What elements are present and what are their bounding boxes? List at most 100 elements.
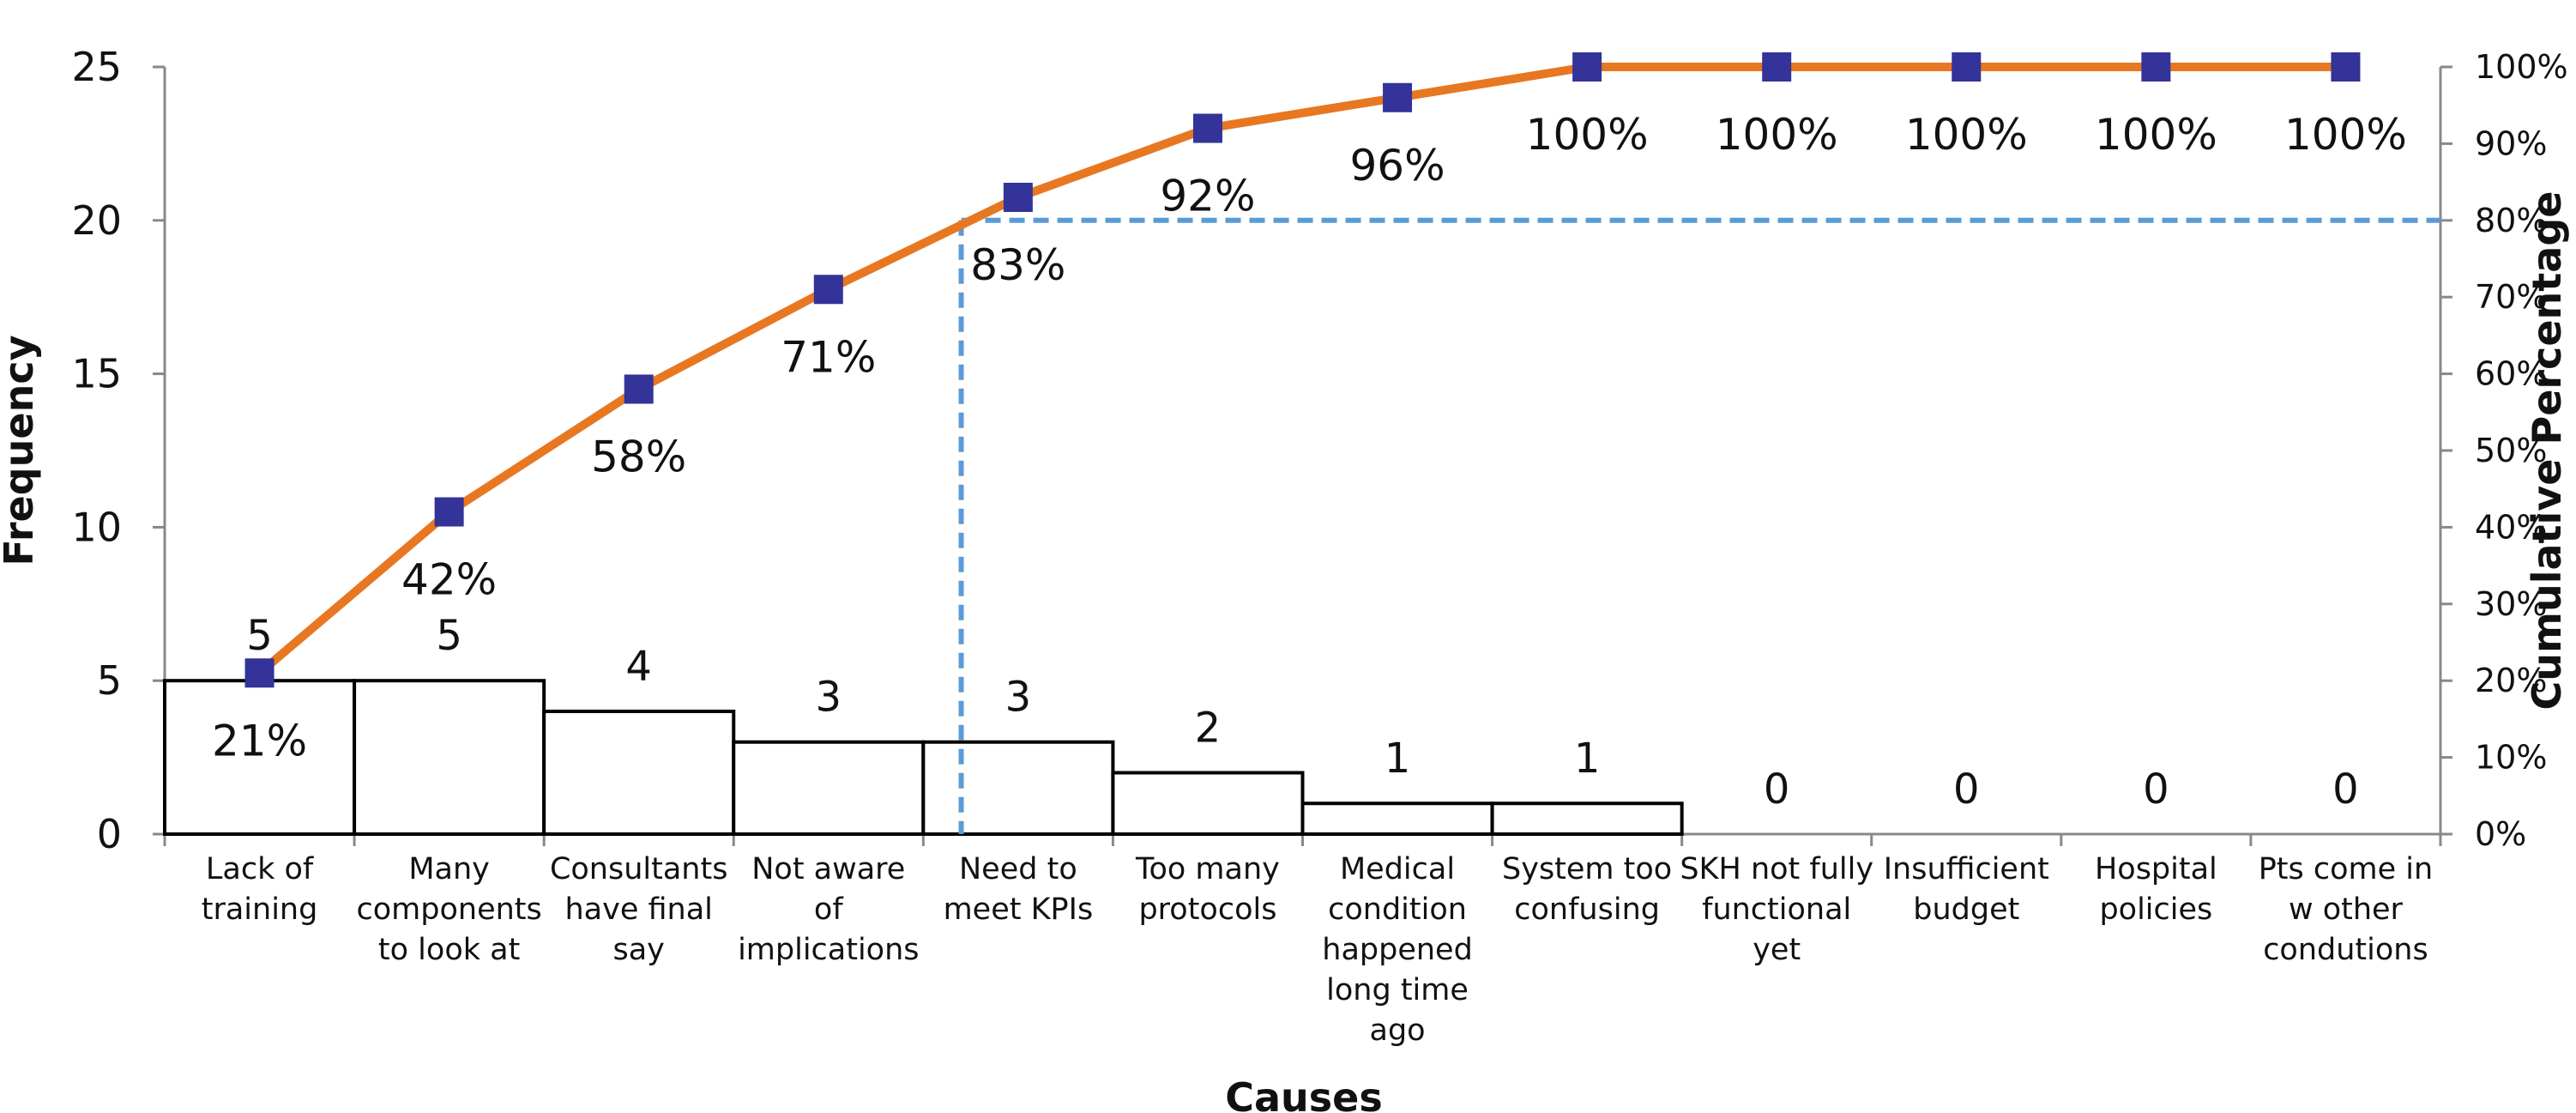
y-axis-title: Frequency: [0, 335, 42, 566]
x-category-label-line: say: [613, 933, 665, 967]
labels-layer: 5 5 4 3 3 2 1 1 0 0 0 0 21% 42% 58% 71% 83% 92% 96% 100% 100…: [212, 110, 2407, 814]
frequency-bar: [1111, 771, 1305, 836]
x-category-label-line: to look at: [378, 933, 520, 967]
bar-value-label: 0: [1764, 765, 1790, 814]
cumulative-point-marker: [434, 497, 464, 527]
x-category-label-line: Many: [408, 852, 490, 886]
y2-tick-label: 40%: [2475, 508, 2547, 546]
bar-value-label: 0: [1953, 765, 1980, 814]
x-category-label-line: Need to: [959, 852, 1077, 886]
cumulative-point-marker: [2141, 52, 2171, 82]
x-category-label-line: training: [202, 892, 318, 927]
axes-layer: 05101520250%10%20%30%40%50%60%70%80%90%1…: [71, 44, 2567, 1048]
x-category-label: Too many protocols: [1135, 852, 1280, 927]
y2-tick-label: 10%: [2475, 739, 2547, 777]
cumulative-line: [256, 63, 2346, 677]
cumulative-percent-label: 71%: [781, 332, 876, 382]
cumulative-percent-label: 96%: [1349, 141, 1445, 191]
cumulative-percent-label: 100%: [1905, 110, 2028, 160]
x-category-label-line: budget: [1913, 892, 2019, 927]
cumulative-percent-label: 58%: [591, 432, 686, 481]
y2-tick-label: 50%: [2475, 432, 2547, 469]
y2-tick-label: 100%: [2475, 48, 2568, 86]
cumulative-point-marker: [624, 374, 654, 404]
x-category-label-line: Insufficient: [1884, 852, 2049, 886]
threshold-layer: [958, 217, 2440, 834]
x-category-label-line: Not aware: [751, 852, 905, 886]
x-category-label-line: Pts come in: [2259, 852, 2434, 886]
x-axis-title: Causes: [1225, 1074, 1383, 1113]
x-category-label-line: components: [357, 892, 542, 927]
y2-tick-label: 0%: [2475, 815, 2526, 853]
x-category-label-line: Lack of: [206, 852, 314, 886]
x-category-label-line: SKH not fully: [1680, 852, 1873, 886]
bar-value-label: 4: [625, 643, 652, 691]
x-category-label: Medical condition happened long time ago: [1322, 852, 1473, 1048]
x-category-label-line: of: [814, 892, 843, 927]
x-category-label-line: have final: [565, 892, 713, 927]
frequency-bar: [732, 740, 926, 836]
x-category-label-line: yet: [1753, 933, 1801, 967]
bar-value-label: 3: [816, 674, 842, 722]
bar-value-label: 5: [436, 612, 462, 660]
x-category-label-line: System too: [1502, 852, 1672, 886]
x-category-label: Many components to look at: [357, 852, 542, 967]
bar-value-label: 1: [1385, 735, 1411, 783]
x-category-label-line: policies: [2099, 892, 2212, 927]
cumulative-point-marker: [1003, 182, 1033, 212]
frequency-bar: [921, 740, 1115, 836]
frequency-bar: [353, 679, 546, 837]
y2-tick-label: 30%: [2475, 585, 2547, 623]
x-category-label-line: protocols: [1138, 892, 1276, 927]
frequency-bar: [1300, 801, 1494, 836]
x-category-label-line: long time: [1326, 973, 1469, 1007]
y-tick-label: 20: [71, 197, 122, 244]
x-category-label-line: ago: [1370, 1013, 1426, 1048]
cumulative-percent-label: 92%: [1160, 172, 1255, 221]
x-category-label: Need to meet KPIs: [944, 852, 1094, 927]
y2-tick-label: 20%: [2475, 662, 2547, 699]
x-category-label: Consultants have final say: [550, 852, 728, 967]
y-tick-label: 25: [71, 44, 122, 90]
y2-axis-title: Cumulative Percentage: [2524, 191, 2570, 711]
cumulative-point-marker: [1952, 52, 1982, 82]
x-category-label-line: Medical: [1340, 852, 1455, 886]
cumulative-point-marker: [1192, 113, 1222, 143]
bar-value-label: 0: [2332, 765, 2359, 814]
y-tick-label: 5: [97, 657, 122, 704]
x-category-label-line: condition: [1328, 892, 1467, 927]
x-category-label: Insufficient budget: [1884, 852, 2049, 927]
cumulative-point-marker: [1572, 52, 1602, 82]
x-category-label-line: functional: [1702, 892, 1851, 927]
x-category-label-line: condutions: [2263, 933, 2428, 967]
x-category-label-line: happened: [1322, 933, 1473, 967]
x-category-label-line: Too many: [1135, 852, 1280, 886]
cumulative-percent-label: 21%: [212, 716, 307, 765]
x-category-label-line: implications: [738, 933, 919, 967]
cumulative-percent-label: 100%: [1526, 110, 1649, 160]
x-category-label: Lack of training: [202, 852, 318, 927]
cumulative-point-marker: [244, 658, 274, 688]
y-tick-label: 0: [97, 811, 122, 857]
cumulative-percent-label: 100%: [2284, 110, 2407, 160]
bar-value-label: 3: [1005, 674, 1032, 722]
x-category-label: SKH not fully functional yet: [1680, 852, 1873, 967]
frequency-bar: [1490, 801, 1684, 836]
x-category-label-line: Consultants: [550, 852, 728, 886]
cumulative-point-marker: [1762, 52, 1792, 82]
bar-value-label: 1: [1574, 735, 1601, 783]
y2-tick-label: 80%: [2475, 202, 2547, 239]
bar-value-label: 5: [246, 612, 273, 660]
cumulative-percent-label: 83%: [970, 240, 1065, 290]
y-tick-label: 10: [71, 504, 122, 550]
cumulative-point-marker: [2331, 52, 2361, 82]
y2-tick-label: 90%: [2475, 124, 2547, 162]
bars-layer: [163, 679, 1684, 837]
x-category-label-line: meet KPIs: [944, 892, 1094, 927]
y2-tick-label: 60%: [2475, 355, 2547, 393]
x-category-label: System too confusing: [1502, 852, 1672, 927]
cumulative-percent-label: 100%: [2095, 110, 2217, 160]
x-category-label-line: w other: [2289, 892, 2404, 927]
